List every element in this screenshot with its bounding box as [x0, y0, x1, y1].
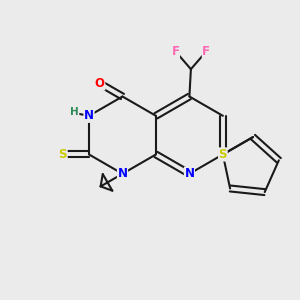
Text: S: S	[219, 148, 227, 161]
Text: N: N	[118, 167, 128, 180]
Text: O: O	[95, 77, 105, 90]
Text: N: N	[184, 167, 194, 180]
Text: S: S	[58, 148, 67, 161]
Text: F: F	[202, 45, 210, 58]
Text: N: N	[84, 109, 94, 122]
Text: H: H	[70, 107, 79, 117]
Text: F: F	[171, 45, 179, 58]
